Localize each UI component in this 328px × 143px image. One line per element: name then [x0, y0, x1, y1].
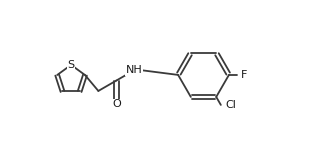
Text: NH: NH: [126, 65, 143, 75]
Text: Cl: Cl: [225, 100, 236, 110]
Text: F: F: [241, 70, 248, 80]
Text: O: O: [112, 99, 121, 109]
Text: S: S: [68, 60, 75, 70]
